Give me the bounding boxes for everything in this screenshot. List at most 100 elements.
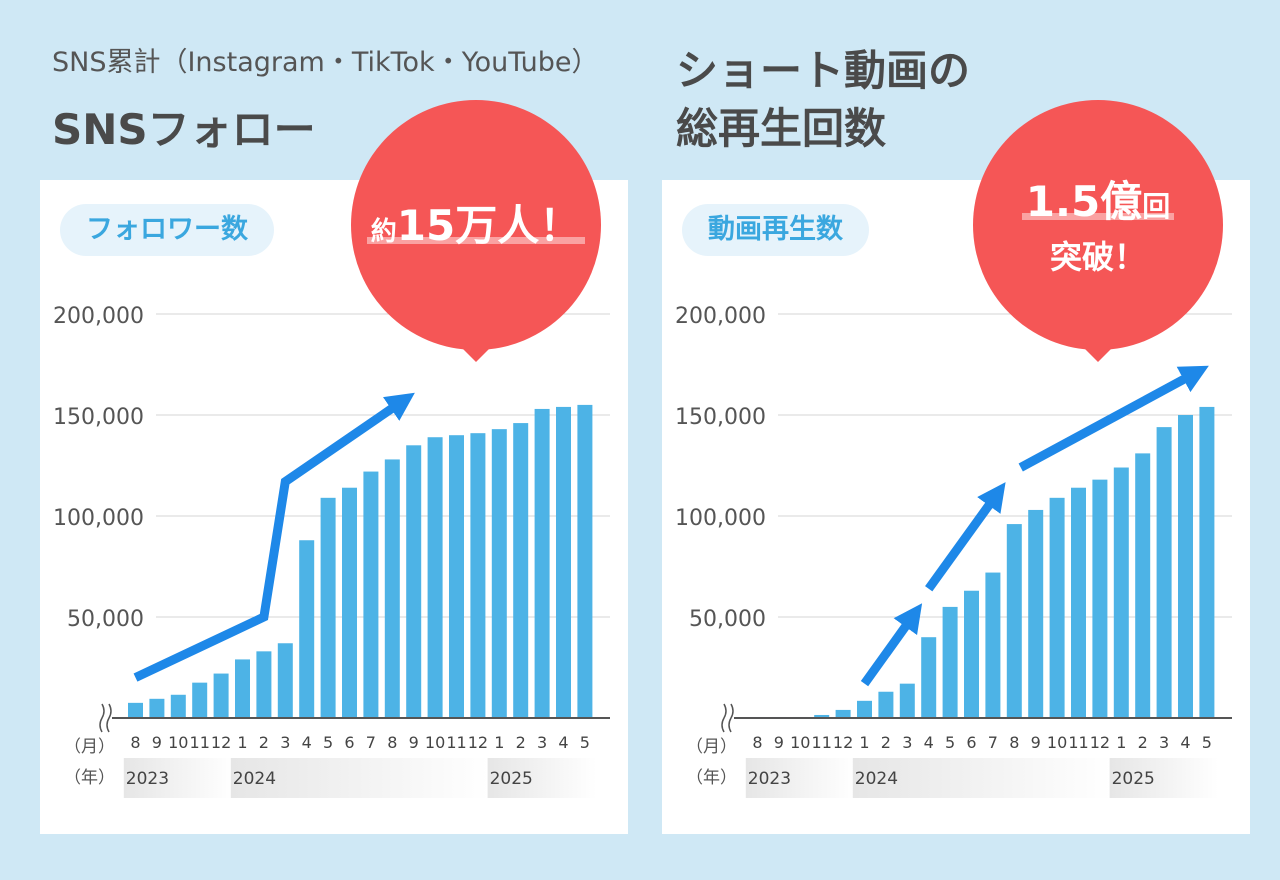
- y-tick-label: 200,000: [675, 304, 766, 329]
- x-tick-label: 3: [1159, 733, 1169, 752]
- bar: [427, 437, 443, 718]
- y-tick-label: 100,000: [675, 506, 766, 531]
- x-tick-label: 4: [1180, 733, 1190, 752]
- year-label: 2025: [490, 769, 533, 789]
- bar: [1049, 497, 1065, 718]
- bar: [899, 683, 915, 718]
- x-tick-label: 8: [387, 733, 397, 752]
- bar: [128, 702, 143, 718]
- x-tick-label: 3: [902, 733, 912, 752]
- trend-arrow: [860, 603, 923, 687]
- views-callout-line2: 突破！: [1049, 238, 1146, 276]
- bar: [878, 691, 894, 718]
- bar: [299, 540, 315, 718]
- callout-bubble-tail: [454, 340, 498, 362]
- x-tick-label: 7: [988, 733, 998, 752]
- bar: [857, 700, 872, 718]
- x-tick-label: 6: [966, 733, 976, 752]
- bar: [170, 694, 186, 718]
- x-tick-label: 8: [752, 733, 762, 752]
- x-tick-label: 9: [1031, 733, 1041, 752]
- y-tick-label: 50,000: [689, 607, 766, 632]
- x-tick-label: 12: [1090, 733, 1110, 752]
- x-tick-label: 8: [1009, 733, 1019, 752]
- trend-arrow: [133, 392, 415, 682]
- x-tick-label: 2: [881, 733, 891, 752]
- x-tick-label: 6: [344, 733, 354, 752]
- x-tick-label: 11: [190, 733, 210, 752]
- callout-bubble-tail: [1076, 340, 1120, 362]
- bar: [1156, 427, 1172, 718]
- bar: [192, 682, 208, 718]
- right-title-line1: ショート動画の: [676, 46, 971, 95]
- x-tick-label: 5: [580, 733, 590, 752]
- x-tick-label: 5: [323, 733, 333, 752]
- bar: [213, 673, 229, 718]
- month-unit-label: （月）: [64, 737, 115, 757]
- x-tick-label: 10: [425, 733, 445, 752]
- bar: [384, 459, 400, 718]
- x-tick-label: 7: [366, 733, 376, 752]
- bar: [363, 471, 379, 718]
- callout-suffix: 回: [1142, 190, 1171, 223]
- callout-main: 1.5億: [1025, 177, 1143, 226]
- bar: [406, 445, 422, 718]
- callout-bubble-shape: [973, 100, 1223, 362]
- x-tick-label: 11: [446, 733, 466, 752]
- year-unit-label: （年）: [686, 768, 737, 788]
- bar: [513, 423, 529, 718]
- x-tick-label: 9: [774, 733, 784, 752]
- x-tick-label: 10: [168, 733, 188, 752]
- x-tick-label: 2: [1138, 733, 1148, 752]
- left-title: SNSフォロー: [52, 105, 316, 154]
- callout-bubble-circle: [351, 100, 601, 350]
- callout-prefix: 約: [370, 217, 397, 247]
- bar: [449, 435, 464, 718]
- views-pill: 動画再生数: [682, 204, 869, 256]
- x-tick-label: 1: [494, 733, 504, 752]
- x-tick-label: 3: [537, 733, 547, 752]
- year-band: [745, 758, 855, 798]
- axis-break-mark: [721, 703, 734, 733]
- bar: [942, 606, 958, 718]
- x-tick-label: 1: [237, 733, 247, 752]
- year-band: [123, 758, 233, 798]
- year-label: 2023: [748, 769, 791, 789]
- bar: [814, 714, 830, 718]
- bar: [964, 590, 979, 718]
- x-tick-label: 3: [280, 733, 290, 752]
- bar: [556, 406, 571, 718]
- year-band: [852, 758, 1112, 798]
- year-unit-label: （年）: [64, 768, 115, 788]
- x-tick-label: 2: [259, 733, 269, 752]
- followers-callout: 約15万人！: [344, 100, 608, 362]
- x-tick-label: 1: [859, 733, 869, 752]
- month-unit-label: （月）: [686, 737, 737, 757]
- followers-pill: フォロワー数: [60, 204, 274, 256]
- year-label: 2023: [126, 769, 169, 789]
- views-callout: 1.5億回 突破！: [966, 100, 1230, 362]
- x-tick-label: 4: [558, 733, 568, 752]
- bar: [534, 408, 550, 718]
- bar: [1092, 479, 1108, 718]
- y-tick-label: 150,000: [675, 405, 766, 430]
- bar: [1113, 467, 1129, 718]
- x-tick-label: 5: [945, 733, 955, 752]
- bar: [235, 659, 250, 718]
- x-tick-label: 5: [1202, 733, 1212, 752]
- callout-main: 15万人！: [396, 201, 582, 250]
- bar: [921, 637, 937, 718]
- bar: [985, 572, 1001, 718]
- x-tick-label: 4: [302, 733, 312, 752]
- bar: [149, 698, 165, 718]
- bar: [470, 433, 486, 718]
- x-tick-label: 4: [924, 733, 934, 752]
- year-label: 2024: [233, 769, 276, 789]
- callout-bubble-shape: [351, 100, 601, 362]
- year-label: 2025: [1112, 769, 1155, 789]
- x-tick-label: 1: [1116, 733, 1126, 752]
- bar: [1178, 415, 1193, 718]
- x-tick-label: 12: [833, 733, 853, 752]
- trend-arrow: [925, 482, 1006, 592]
